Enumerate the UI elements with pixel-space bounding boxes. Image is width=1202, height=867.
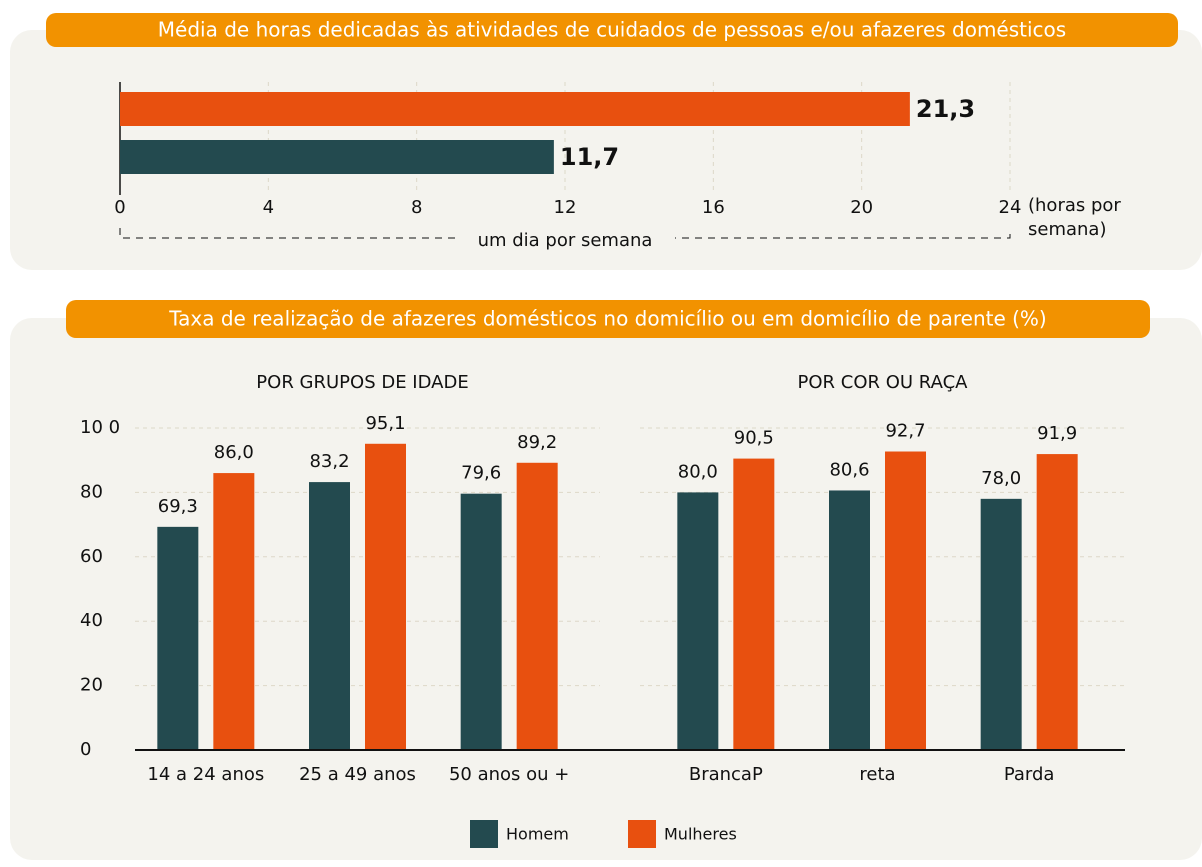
value-label: 79,6 [461,463,501,484]
x-tick-label: 0 [114,197,125,218]
bar [460,493,502,750]
bracket-gap [455,228,675,248]
legend-label: Homem [506,825,569,844]
value-label: 78,0 [981,468,1021,489]
x-tick-label: 50 anos ou + [449,764,569,785]
x-tick-label: reta [859,764,895,785]
x-tick-label: 8 [411,197,422,218]
y-tick-label: 40 [80,610,103,631]
value-label: 95,1 [365,413,405,434]
x-axis-label: (horas por semana) [1028,195,1121,240]
value-label: 89,2 [517,432,557,453]
bar [1036,454,1078,750]
chart-title: Média de horas dedicadas às atividades d… [158,18,1066,42]
y-tick-label: 80 [80,481,103,502]
bar [885,451,926,750]
bar [120,92,910,126]
x-tick-label: 14 a 24 anos [147,764,264,785]
panel-subtitle: POR COR OU RAÇA [798,372,969,393]
x-tick-label: 16 [702,197,725,218]
x-tick-label: 25 a 49 anos [299,764,416,785]
legend-label: Mulheres [664,825,737,844]
value-label: 21,3 [916,95,975,123]
annotation: um dia por semana [478,230,653,251]
legend-swatch [470,820,498,848]
y-tick-label: 10 0 [80,417,120,438]
value-label: 80,0 [678,461,718,482]
card-header [66,300,1150,338]
y-tick-label: 60 [80,546,103,567]
value-label: 92,7 [885,421,925,442]
y-tick-label: 20 [80,675,103,696]
x-tick-label: 24 [999,197,1022,218]
bar [157,526,199,750]
x-tick-label: Parda [1004,764,1055,785]
axis-label-box: (horas por semana) [1028,195,1121,240]
x-tick-label: 12 [554,197,577,218]
legend-swatch [628,820,656,848]
chart-title: Taxa de realização de afazeres doméstico… [168,307,1046,331]
panel-subtitle: POR GRUPOS DE IDADE [256,372,468,393]
value-label: 11,7 [560,143,619,171]
bar [365,443,406,750]
card [10,30,1202,270]
x-tick-label: BrancaP [689,764,763,785]
value-label: 91,9 [1037,423,1077,444]
bar [980,498,1022,750]
x-tick-label: 20 [850,197,873,218]
value-label: 90,5 [734,428,774,449]
value-label: 80,6 [829,459,869,480]
bar [829,490,870,750]
bar [677,492,719,750]
bar [516,462,558,750]
y-tick-label: 0 [80,739,91,760]
bar [733,458,775,750]
bar [213,473,255,750]
card-header [46,13,1178,47]
value-label: 69,3 [158,496,198,517]
x-tick-label: 4 [263,197,274,218]
bar [309,482,350,750]
value-label: 86,0 [214,442,254,463]
value-label: 83,2 [309,451,349,472]
bar [120,140,554,174]
